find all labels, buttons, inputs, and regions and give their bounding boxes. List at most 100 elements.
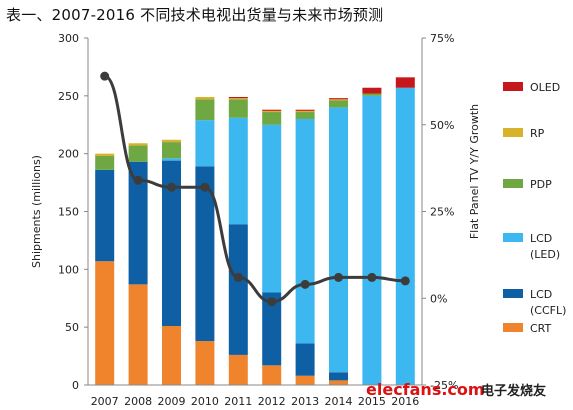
growth-point-2010 xyxy=(200,182,210,192)
x-tick-label: 2016 xyxy=(391,395,419,408)
bar-pdp-2015 xyxy=(362,93,382,96)
bar-lcd-2009 xyxy=(162,160,181,327)
bar-rp-2007 xyxy=(95,153,115,156)
growth-point-2009 xyxy=(167,182,176,192)
y2-tick-label: 25% xyxy=(430,206,454,219)
bar-pdp-2011 xyxy=(228,99,248,118)
bar-lcd-2008 xyxy=(128,161,148,285)
bar-pdp-2014 xyxy=(329,100,348,108)
bar-crt-2013 xyxy=(295,375,315,385)
bar-pdp-2010 xyxy=(195,99,215,121)
bar-lcd-2007 xyxy=(95,169,115,262)
x-tick-label: 2013 xyxy=(291,395,319,408)
legend-swatch-pdp xyxy=(503,179,523,188)
x-tick-label: 2010 xyxy=(191,395,219,408)
x-tick-label: 2011 xyxy=(224,395,252,408)
bar-pdp-2007 xyxy=(95,155,115,170)
y2-axis-title: Flat Panel TV Y/Y Growth xyxy=(468,104,481,239)
bar-crt-2012 xyxy=(262,365,282,385)
legend-label: (CCFL) xyxy=(530,304,566,317)
bar-rp-2012 xyxy=(262,110,282,113)
bar-crt-2007 xyxy=(95,261,115,385)
legend-label: PDP xyxy=(530,178,552,191)
y2-tick-label: 0% xyxy=(430,292,447,305)
bar-crt-2014 xyxy=(329,380,348,385)
legend-swatch-crt xyxy=(503,323,523,332)
bar-lcd-2012 xyxy=(262,124,282,293)
bar-lcd-2016 xyxy=(395,87,415,385)
bar-pdp-2012 xyxy=(262,112,282,125)
bar-rp-2014 xyxy=(329,99,348,101)
bar-crt-2010 xyxy=(195,341,215,385)
bar-lcd-2014 xyxy=(329,372,348,381)
y-tick-label: 250 xyxy=(58,90,79,103)
x-tick-label: 2014 xyxy=(325,395,353,408)
growth-line xyxy=(104,74,406,304)
x-tick-label: 2007 xyxy=(91,395,119,408)
legend-label: LCD xyxy=(530,232,552,245)
bar-lcd-2010 xyxy=(195,120,215,167)
bar-rp-2008 xyxy=(128,143,148,146)
bar-crt-2009 xyxy=(162,326,181,385)
bar-rp-2009 xyxy=(162,139,181,143)
y-tick-label: 0 xyxy=(72,379,79,392)
legend-label: LCD xyxy=(530,288,552,301)
bar-oled-2014 xyxy=(329,98,348,100)
bar-lcd-2015 xyxy=(362,95,382,385)
legend-label: OLED xyxy=(530,81,560,94)
bar-oled-2016 xyxy=(395,77,415,88)
y-tick-label: 300 xyxy=(58,32,79,45)
y-axis-title: Shipments (millions) xyxy=(30,155,43,268)
x-tick-label: 2015 xyxy=(358,395,386,408)
y2-tick-label: -25% xyxy=(430,379,458,392)
bar-oled-2012 xyxy=(262,109,282,111)
legend-swatch-rp xyxy=(503,128,523,137)
growth-point-2008 xyxy=(133,175,143,185)
bar-lcd-2013 xyxy=(295,343,315,376)
x-tick-label: 2009 xyxy=(158,395,186,408)
bar-rp-2013 xyxy=(295,110,315,113)
legend-swatch-lcd xyxy=(503,289,523,298)
watermark-site: elecfans.com xyxy=(366,380,485,399)
growth-point-2007 xyxy=(100,71,110,81)
growth-point-2013 xyxy=(300,279,310,289)
legend-swatch-oled xyxy=(503,82,523,91)
y-tick-label: 100 xyxy=(58,263,79,276)
bar-pdp-2013 xyxy=(295,112,315,119)
bar-crt-2011 xyxy=(228,354,248,385)
bar-rp-2011 xyxy=(228,98,248,100)
bar-lcd-2012 xyxy=(262,292,282,366)
y-tick-label: 200 xyxy=(58,148,79,161)
bar-lcd-2009 xyxy=(162,158,181,161)
bar-pdp-2008 xyxy=(128,145,148,162)
y-tick-label: 150 xyxy=(58,206,79,219)
legend-label: CRT xyxy=(530,322,552,335)
legend-swatch-lcd xyxy=(503,233,523,242)
growth-point-2014 xyxy=(334,272,343,282)
growth-point-2016 xyxy=(400,276,410,286)
growth-point-2011 xyxy=(233,272,243,282)
bar-oled-2015 xyxy=(362,87,382,94)
x-tick-label: 2008 xyxy=(124,395,152,408)
bar-oled-2013 xyxy=(295,109,315,111)
growth-point-2015 xyxy=(367,272,377,282)
bar-lcd-2011 xyxy=(228,117,248,225)
chart-title: 表一、2007-2016 不同技术电视出货量与未来市场预测 xyxy=(6,6,384,24)
growth-point-2012 xyxy=(267,297,277,307)
bar-pdp-2009 xyxy=(162,142,181,159)
bar-rp-2010 xyxy=(195,96,215,100)
bar-lcd-2014 xyxy=(329,107,348,373)
legend-label: (LED) xyxy=(530,248,560,261)
bar-lcd-2013 xyxy=(295,118,315,344)
y2-tick-label: 50% xyxy=(430,119,454,132)
bar-oled-2011 xyxy=(228,96,248,99)
y2-tick-label: 75% xyxy=(430,32,454,45)
bar-lcd-2011 xyxy=(228,224,248,355)
legend-label: RP xyxy=(530,127,545,140)
bar-crt-2008 xyxy=(128,284,148,385)
bar-lcd-2010 xyxy=(195,166,215,342)
y-tick-label: 50 xyxy=(65,321,79,334)
x-tick-label: 2012 xyxy=(258,395,286,408)
watermark-cn: 电子发烧友 xyxy=(481,383,546,399)
